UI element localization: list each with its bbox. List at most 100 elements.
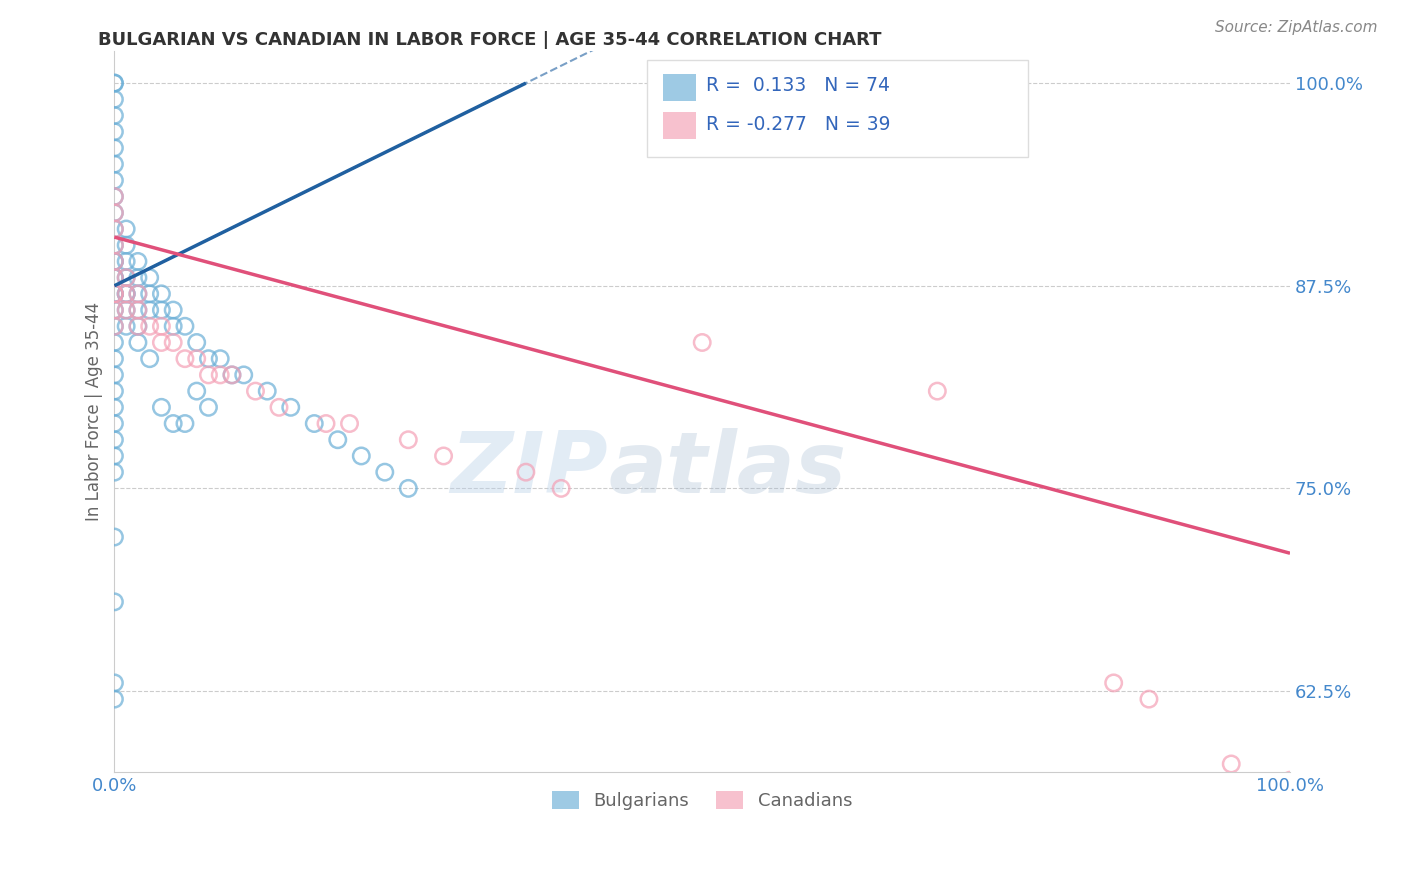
Point bbox=[127, 286, 149, 301]
Point bbox=[115, 238, 138, 252]
Point bbox=[103, 157, 125, 171]
Point bbox=[103, 433, 125, 447]
Point bbox=[115, 254, 138, 268]
Point bbox=[267, 401, 290, 415]
Point bbox=[138, 319, 160, 334]
Point bbox=[103, 238, 125, 252]
Point bbox=[162, 303, 184, 318]
Point bbox=[350, 449, 373, 463]
Point bbox=[103, 465, 125, 479]
Point bbox=[103, 368, 125, 382]
Point bbox=[127, 319, 149, 334]
Point bbox=[103, 286, 125, 301]
Point bbox=[115, 286, 138, 301]
Point bbox=[103, 206, 125, 220]
Point bbox=[115, 270, 138, 285]
Point bbox=[1279, 773, 1302, 788]
Point bbox=[221, 368, 243, 382]
Point bbox=[150, 286, 173, 301]
Point bbox=[115, 319, 138, 334]
Point bbox=[103, 319, 125, 334]
Point bbox=[103, 222, 125, 236]
Point bbox=[927, 384, 949, 398]
Point bbox=[186, 351, 208, 366]
Point bbox=[103, 417, 125, 431]
Point bbox=[221, 368, 243, 382]
Point bbox=[209, 368, 232, 382]
Text: R = -0.277   N = 39: R = -0.277 N = 39 bbox=[706, 115, 890, 134]
Point bbox=[103, 595, 125, 609]
Text: BULGARIAN VS CANADIAN IN LABOR FORCE | AGE 35-44 CORRELATION CHART: BULGARIAN VS CANADIAN IN LABOR FORCE | A… bbox=[98, 31, 882, 49]
Point bbox=[103, 270, 125, 285]
Point bbox=[256, 384, 278, 398]
Point bbox=[115, 303, 138, 318]
Point bbox=[690, 335, 713, 350]
Point bbox=[138, 303, 160, 318]
Point bbox=[115, 303, 138, 318]
Point bbox=[103, 238, 125, 252]
Point bbox=[103, 401, 125, 415]
Point bbox=[127, 319, 149, 334]
Point bbox=[103, 335, 125, 350]
Point bbox=[103, 676, 125, 690]
Text: R =  0.133   N = 74: R = 0.133 N = 74 bbox=[706, 76, 890, 95]
Point bbox=[127, 254, 149, 268]
Point bbox=[103, 125, 125, 139]
Point bbox=[103, 351, 125, 366]
Point bbox=[315, 417, 337, 431]
Point bbox=[115, 286, 138, 301]
Point bbox=[304, 417, 326, 431]
Point bbox=[127, 335, 149, 350]
Text: atlas: atlas bbox=[609, 427, 846, 510]
Point bbox=[103, 286, 125, 301]
Point bbox=[162, 417, 184, 431]
Point bbox=[103, 206, 125, 220]
Point bbox=[103, 319, 125, 334]
Point bbox=[150, 319, 173, 334]
Point bbox=[103, 254, 125, 268]
Point bbox=[115, 222, 138, 236]
Point bbox=[127, 286, 149, 301]
Point bbox=[209, 351, 232, 366]
Point bbox=[197, 401, 219, 415]
Point bbox=[103, 530, 125, 544]
Point bbox=[103, 692, 125, 706]
Point bbox=[186, 384, 208, 398]
Point bbox=[174, 417, 197, 431]
Point bbox=[103, 189, 125, 203]
Point bbox=[396, 433, 419, 447]
FancyBboxPatch shape bbox=[664, 112, 696, 139]
Point bbox=[103, 254, 125, 268]
Point bbox=[150, 401, 173, 415]
Point bbox=[245, 384, 267, 398]
Point bbox=[1220, 756, 1243, 771]
Y-axis label: In Labor Force | Age 35-44: In Labor Force | Age 35-44 bbox=[86, 301, 103, 521]
Point bbox=[150, 335, 173, 350]
Point bbox=[197, 351, 219, 366]
Point bbox=[138, 270, 160, 285]
Point bbox=[138, 286, 160, 301]
Point bbox=[103, 384, 125, 398]
Point bbox=[515, 465, 537, 479]
Point bbox=[432, 449, 454, 463]
Point bbox=[103, 270, 125, 285]
Point bbox=[174, 351, 197, 366]
Point bbox=[103, 303, 125, 318]
Point bbox=[138, 351, 160, 366]
Point bbox=[103, 109, 125, 123]
Text: Source: ZipAtlas.com: Source: ZipAtlas.com bbox=[1215, 20, 1378, 35]
Point bbox=[186, 335, 208, 350]
Point bbox=[103, 173, 125, 187]
FancyBboxPatch shape bbox=[647, 60, 1028, 157]
Point bbox=[115, 270, 138, 285]
Point bbox=[197, 368, 219, 382]
Point bbox=[150, 303, 173, 318]
FancyBboxPatch shape bbox=[664, 74, 696, 101]
Legend: Bulgarians, Canadians: Bulgarians, Canadians bbox=[544, 783, 859, 817]
Point bbox=[162, 319, 184, 334]
Point bbox=[103, 189, 125, 203]
Point bbox=[103, 254, 125, 268]
Point bbox=[103, 76, 125, 90]
Point bbox=[1137, 692, 1160, 706]
Point bbox=[103, 449, 125, 463]
